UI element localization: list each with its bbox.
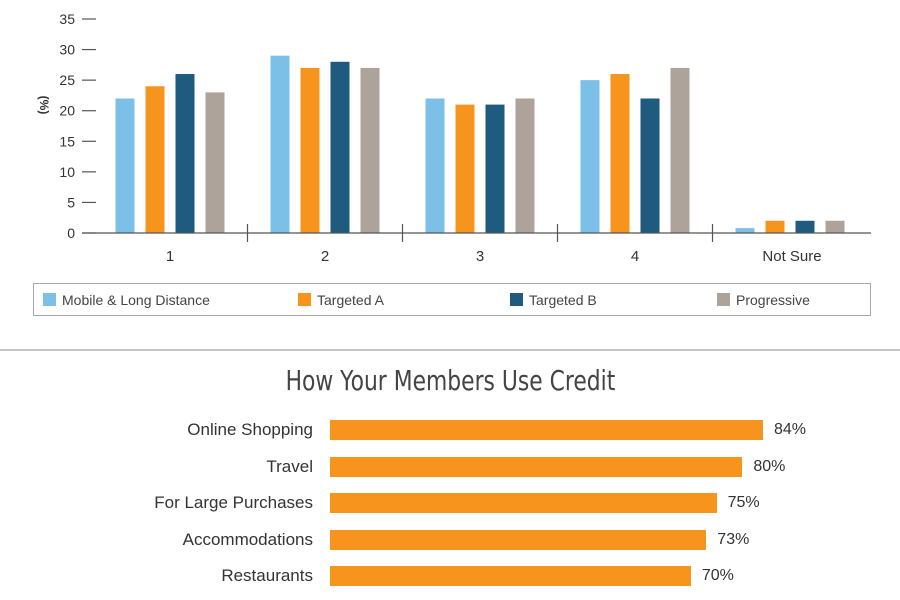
x-tick-label: Not Sure bbox=[762, 248, 821, 265]
hbar-value-label: 70% bbox=[701, 567, 734, 584]
credit-chart-title: How Your Members Use Credit bbox=[285, 364, 616, 397]
hbar-category-label: Online Shopping bbox=[187, 420, 313, 439]
hbar-row: Restaurants 70% bbox=[0, 565, 900, 587]
legend-swatch-targeted-b bbox=[510, 293, 523, 306]
bar-targeted-b-3 bbox=[485, 104, 505, 233]
bar-mobile-long-distance-2 bbox=[270, 55, 290, 233]
bar-targeted-a-1 bbox=[145, 86, 165, 233]
bar-mobile-long-distance-1 bbox=[115, 98, 135, 233]
bar-progressive-not-sure bbox=[825, 220, 845, 233]
x-tick-label: 1 bbox=[166, 248, 174, 265]
y-tick-label: 15 bbox=[59, 133, 75, 149]
hbar-value-label: 80% bbox=[753, 457, 786, 475]
bar-progressive-1 bbox=[205, 92, 225, 233]
legend-label: Targeted B bbox=[529, 291, 597, 308]
y-tick-label: 35 bbox=[59, 11, 75, 27]
hbar-bar bbox=[330, 566, 691, 586]
hbar-category-label: Travel bbox=[266, 456, 313, 476]
legend-item-targeted-a: Targeted A bbox=[298, 284, 384, 315]
legend-item-targeted-b: Targeted B bbox=[510, 284, 597, 315]
section-divider bbox=[0, 349, 900, 351]
bar-targeted-b-4 bbox=[640, 98, 660, 233]
bar-targeted-b-not-sure bbox=[795, 220, 815, 233]
bar-targeted-a-not-sure bbox=[765, 220, 785, 233]
legend-swatch-targeted-a bbox=[298, 293, 311, 306]
hbar-row: Travel 80% bbox=[0, 456, 900, 478]
x-tick-label: 2 bbox=[321, 248, 329, 265]
chart-legend: Mobile & Long Distance Targeted A Target… bbox=[33, 283, 871, 316]
bar-mobile-long-distance-4 bbox=[580, 80, 600, 234]
y-axis: 0 5 10 15 20 25 30 35 bbox=[59, 11, 96, 241]
y-tick-label: 0 bbox=[67, 225, 75, 241]
y-tick-label: 30 bbox=[59, 42, 75, 58]
legend-label: Mobile & Long Distance bbox=[62, 291, 210, 308]
hbar-value-label: 73% bbox=[717, 530, 750, 548]
bar-progressive-4 bbox=[670, 67, 690, 234]
hbar-bar bbox=[330, 529, 707, 550]
hbar-row: Online Shopping 84% bbox=[0, 419, 900, 441]
bar-progressive-2 bbox=[360, 67, 380, 234]
bar-progressive-3 bbox=[515, 98, 535, 233]
legend-item-mobile-long-distance: Mobile & Long Distance bbox=[43, 284, 210, 315]
hbar-value-label: 84% bbox=[774, 421, 807, 438]
bar-targeted-a-3 bbox=[455, 104, 475, 233]
hbar-category-label: For Large Purchases bbox=[154, 493, 313, 512]
bar-series-group bbox=[115, 55, 845, 234]
y-tick-label: 5 bbox=[67, 194, 75, 210]
bar-targeted-b-1 bbox=[175, 74, 195, 234]
legend-swatch-mobile-long-distance bbox=[43, 293, 56, 306]
legend-label: Targeted A bbox=[317, 291, 384, 308]
y-tick-label: 25 bbox=[59, 72, 75, 88]
legend-label: Progressive bbox=[736, 291, 810, 308]
bar-mobile-long-distance-3 bbox=[425, 98, 445, 233]
y-tick-label: 10 bbox=[59, 164, 75, 180]
bar-targeted-a-4 bbox=[610, 74, 630, 234]
hbar-category-label: Restaurants bbox=[221, 566, 313, 585]
bar-targeted-b-2 bbox=[330, 61, 350, 233]
y-tick-label: 20 bbox=[59, 103, 75, 119]
hbar-bar bbox=[330, 420, 763, 440]
legend-item-progressive: Progressive bbox=[717, 284, 810, 315]
hbar-row: For Large Purchases 75% bbox=[0, 492, 900, 514]
hbar-bar bbox=[330, 456, 743, 477]
hbar-category-label: Accommodations bbox=[182, 529, 313, 549]
hbar-bar bbox=[330, 493, 717, 513]
bar-targeted-a-2 bbox=[300, 67, 320, 234]
y-axis-label: (%) bbox=[37, 96, 51, 115]
x-tick-label: 4 bbox=[631, 248, 639, 265]
legend-swatch-progressive bbox=[717, 293, 730, 306]
x-tick-label: 3 bbox=[476, 248, 484, 265]
grouped-bar-chart: 0 5 10 15 20 25 30 35 (%) 1 2 3 4 Not Sure bbox=[37, 11, 871, 265]
hbar-value-label: 75% bbox=[727, 494, 760, 511]
bar-mobile-long-distance-not-sure bbox=[735, 228, 755, 233]
x-axis-ticks: 1 2 3 4 Not Sure bbox=[166, 224, 822, 265]
hbar-row: Accommodations 73% bbox=[0, 529, 900, 551]
